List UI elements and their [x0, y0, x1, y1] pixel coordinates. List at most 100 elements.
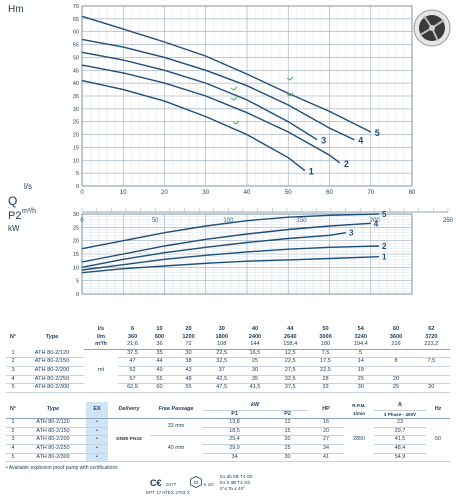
perf-col: 50 — [322, 326, 329, 332]
perf-col: 3000 — [319, 333, 332, 340]
perf-col: 62 — [428, 326, 435, 332]
perf-cell: 37 — [218, 366, 225, 373]
perf-cell — [379, 366, 412, 375]
efficiency-marker — [286, 76, 294, 81]
chart-frame — [81, 5, 413, 187]
perf-col: 360 — [127, 333, 138, 340]
series-line-3 — [81, 232, 347, 268]
x-tick-label: 50 — [285, 190, 292, 196]
y-tick-label: 10 — [73, 265, 79, 271]
spec-cell: 29,7 — [394, 427, 406, 434]
perf-unit-lm: l/m — [96, 333, 106, 340]
perf-header-row: m³/h 21,6 36 72 108 144 158,4 180 194,4 … — [6, 341, 450, 350]
perf-cell: ATH 80-2/250 — [34, 375, 70, 382]
spec-delivery-header: Delivery — [108, 402, 150, 420]
spec-cell: 41 — [323, 453, 329, 460]
perf-cell: 7,5 — [321, 349, 330, 356]
perf-cell: 8 — [394, 358, 398, 365]
x-tick-label: 70 — [367, 190, 374, 196]
perf-type-header: Type — [45, 333, 59, 340]
head-axis-label: Hm — [8, 4, 24, 15]
spec-cell: 48,4 — [394, 444, 406, 451]
table-row: 4 ATH 80-2/250 • 29,9 25 34 48,4 — [6, 444, 450, 454]
spec-cell: 34 — [323, 444, 329, 451]
y-tick-label: 20 — [73, 239, 79, 245]
perf-cell: 5 — [11, 384, 15, 391]
spec-p2-header: P2 — [267, 410, 308, 420]
spec-cell: 1 — [11, 419, 15, 426]
ce-mark: C€ — [150, 478, 162, 488]
flow-ls-label: l/s — [24, 182, 32, 191]
y-tick-label: 50 — [73, 55, 79, 61]
perf-col: 600 — [154, 333, 165, 340]
power-unit-label: kW — [8, 224, 20, 233]
table-row: 5 ATH 80-2/300 • 34 30 41 54,9 — [6, 453, 450, 462]
perf-header-row: l/m 360 600 1200 1800 2400 2640 3000 324… — [6, 334, 450, 342]
perf-cell: 47,5 — [216, 384, 228, 391]
perf-cell: 52 — [129, 366, 136, 373]
spec-cell: 16 — [323, 419, 329, 426]
x-tick-label: 10 — [120, 190, 127, 196]
spec-rpm-cell: 2850 — [353, 436, 365, 443]
perf-cell: 55 — [185, 384, 192, 391]
perf-col: 2640 — [283, 333, 297, 340]
perf-cell: 57 — [129, 375, 136, 382]
perf-cell: 35 — [156, 349, 163, 356]
curve-label-2: 2 — [344, 159, 349, 169]
y-tick-label: 30 — [73, 107, 79, 113]
perf-cell: 22,5 — [216, 349, 228, 356]
spec-cell: 23 — [397, 419, 403, 426]
table-row: 5 ATH 80-2/300 62,5 60 55 47,5 41,5 37,5… — [6, 384, 450, 393]
q-tick-label: 100 — [223, 218, 234, 224]
curve-label-5: 5 — [382, 210, 387, 219]
series-line-2 — [81, 245, 380, 271]
spec-rpm-unit: 1/min — [344, 410, 374, 420]
efficiency-marker — [232, 120, 240, 125]
y-tick-label: 55 — [73, 43, 79, 49]
x-tick-label: 30 — [202, 190, 209, 196]
spec-header-row: P1 P2 1/min 3 Phase - 400V — [6, 410, 450, 420]
perf-col: 194,4 — [342, 341, 380, 350]
perf-unit-m3h: m³/h — [84, 341, 118, 350]
q-tick-label: 150 — [297, 218, 308, 224]
spec-amp-header: A — [374, 402, 426, 411]
perf-cell: 2 — [11, 358, 15, 365]
perf-col: 3240 — [354, 333, 367, 340]
x-tick-label: 60 — [326, 190, 333, 196]
efficiency-marker — [230, 96, 238, 101]
ex-line-1: Ex db IIB T4 Gb — [220, 474, 253, 479]
perf-col: 3720 — [425, 333, 438, 340]
spec-cell: 13,8 — [229, 419, 240, 426]
ce-number: 0477 — [166, 482, 177, 487]
x-tick-label: 20 — [161, 190, 168, 196]
perf-col: 223,2 — [412, 341, 450, 350]
spec-delivery-cell: DN80 PN16 — [116, 437, 142, 443]
spec-cell: 41,5 — [394, 436, 406, 443]
perf-cell: 55 — [156, 375, 163, 382]
spec-cell: 25 — [284, 444, 291, 451]
head-chart: 0 10 20 30 40 50 60 70 8005101520253035404550556… — [73, 4, 416, 196]
power-axis-label: P2 — [8, 210, 22, 222]
perf-cell: 16,5 — [249, 349, 261, 356]
curve-label-2: 2 — [382, 242, 387, 251]
spec-ex-cell: • — [86, 453, 108, 462]
q-tick-label: 50 — [152, 218, 159, 224]
series-line-3 — [81, 51, 318, 141]
perf-col: 3600 — [389, 333, 403, 340]
spec-passage-header: Free Passage — [150, 402, 202, 420]
spec-cell: 4 — [11, 444, 15, 451]
flow-q-label: Q — [8, 194, 18, 208]
perf-col: 108 — [205, 341, 239, 350]
perf-cell: 49 — [156, 366, 163, 373]
perf-cell: 25 — [251, 358, 259, 365]
table-row: 3 ATH 80-2/200 • 40 mm 25,4 20 27 41,5 — [6, 435, 450, 451]
perf-col: 36 — [147, 341, 172, 350]
spec-cell: 29,9 — [229, 444, 240, 451]
perf-col: 2400 — [248, 333, 262, 340]
series-line-4 — [81, 222, 371, 263]
perf-col: 180 — [308, 341, 343, 350]
perf-cell: 37,5 — [127, 349, 138, 356]
perf-cell: ATH 80-2/200 — [34, 366, 70, 373]
perf-col: 54 — [357, 326, 364, 332]
perf-cell: 27,5 — [284, 366, 296, 373]
